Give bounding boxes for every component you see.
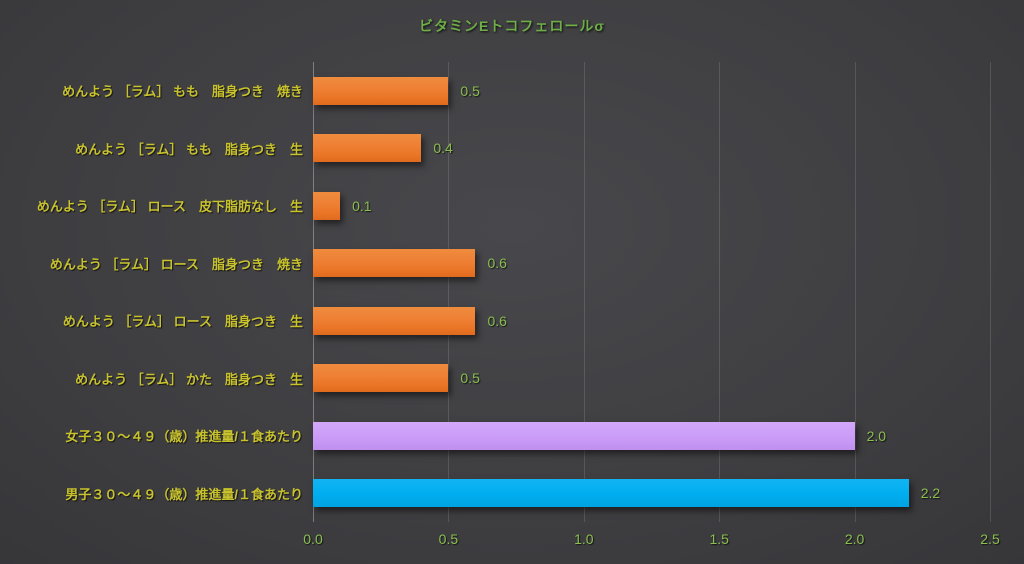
bar (313, 479, 909, 508)
bar-value-label: 0.5 (460, 370, 480, 387)
bar-value-label: 2.0 (866, 427, 887, 444)
bar-row: 0.6 (313, 235, 990, 293)
category-label: めんよう ［ラム］ もも 脂身つき 焼き (62, 84, 303, 100)
category-label: めんよう ［ラム］ かた 脂身つき 生 (75, 371, 303, 387)
bar-row: 0.6 (313, 292, 990, 350)
bar-value-label: 2.2 (920, 485, 941, 502)
gridline (719, 62, 721, 522)
bar (313, 249, 476, 278)
category-label: めんよう ［ラム］ ロース 皮下脂肪なし 生 (36, 199, 303, 215)
bar (313, 191, 341, 220)
x-tick-label: 1.5 (709, 531, 729, 547)
bar-row: 0.5 (313, 350, 990, 408)
bar-value-label: 0.6 (487, 255, 507, 272)
plot-area: 0.5 0.4 0.1 0.6 0.6 0.5 2.0 2.2 (313, 62, 991, 523)
bar (313, 134, 422, 163)
gridline (854, 62, 856, 522)
x-axis: 0.0 0.5 1.0 1.5 2.0 2.5 (303, 531, 999, 553)
bar-row: 0.4 (313, 120, 990, 178)
bar-value-label: 0.5 (460, 82, 480, 99)
category-label: めんよう ［ラム］ もも 脂身つき 生 (75, 141, 303, 157)
category-label: 女子３０～４９（歳）推進量/１食あたり (65, 429, 303, 445)
gridline (990, 62, 991, 522)
bar-value-label: 0.4 (433, 140, 453, 157)
bar-row: 2.0 (313, 407, 990, 465)
bar-row: 0.5 (313, 62, 990, 120)
bar-value-label: 0.6 (487, 312, 507, 329)
x-tick-label: 1.0 (574, 531, 594, 547)
gridline (583, 62, 585, 522)
bar-value-label: 0.1 (352, 197, 372, 214)
y-axis-line (313, 62, 314, 522)
bar (313, 421, 855, 450)
bar-row: 2.2 (313, 465, 990, 523)
category-labels: めんよう ［ラム］ もも 脂身つき 焼き めんよう ［ラム］ もも 脂身つき 生め… (0, 62, 303, 522)
x-tick-label: 2.5 (980, 531, 1000, 547)
chart-title: ビタミンEトコフェロールσ (419, 18, 605, 34)
x-tick-label: 0.5 (438, 531, 459, 547)
category-label: めんよう ［ラム］ ロース 脂身つき 焼き (49, 256, 303, 272)
category-label: 男子３０～４９（歳）推進量/１食あたり (65, 486, 303, 502)
gridline (448, 62, 450, 522)
category-label: めんよう ［ラム］ ロース 脂身つき 生 (62, 314, 303, 330)
bar (313, 306, 476, 335)
bar-row: 0.1 (313, 177, 990, 235)
x-tick-label: 0.0 (303, 531, 323, 547)
bar (313, 76, 449, 105)
x-tick-label: 2.0 (844, 531, 865, 547)
bar (313, 364, 449, 393)
